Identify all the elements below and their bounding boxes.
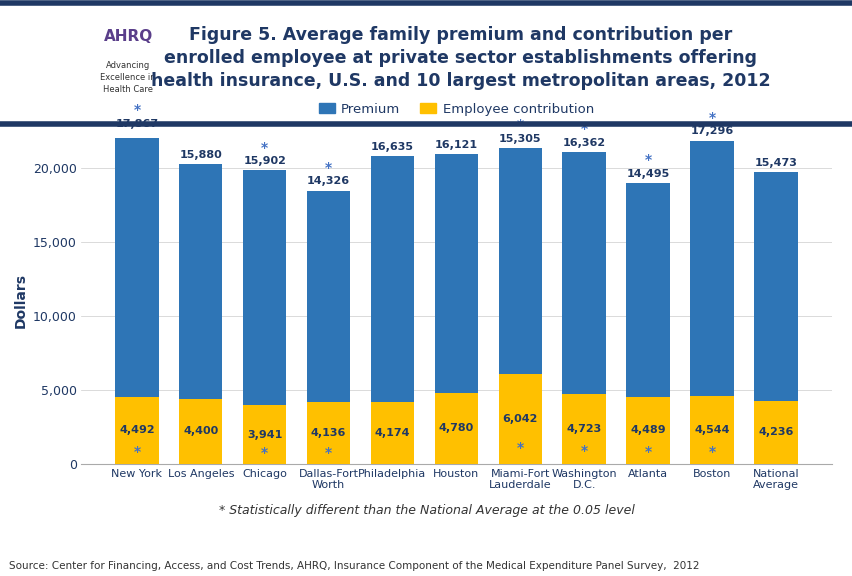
Text: *: * xyxy=(133,445,141,458)
Text: 4,492: 4,492 xyxy=(119,426,154,435)
Text: 14,495: 14,495 xyxy=(625,169,669,179)
Bar xyxy=(243,406,286,464)
Text: 16,121: 16,121 xyxy=(435,141,477,150)
Text: *: * xyxy=(580,444,587,458)
Bar xyxy=(753,401,797,464)
Text: *: * xyxy=(261,141,268,154)
Bar xyxy=(371,402,414,464)
Bar xyxy=(243,170,286,406)
Bar xyxy=(435,154,477,393)
Text: 4,489: 4,489 xyxy=(630,426,665,435)
Bar xyxy=(561,151,605,394)
Bar xyxy=(179,164,222,399)
Bar xyxy=(498,148,541,374)
Text: Figure 5. Average family premium and contribution per: Figure 5. Average family premium and con… xyxy=(189,26,731,44)
Text: 17,296: 17,296 xyxy=(689,127,733,137)
Bar xyxy=(179,399,222,464)
Text: 4,723: 4,723 xyxy=(566,424,601,434)
Text: AHRQ: AHRQ xyxy=(103,29,153,44)
Text: 15,902: 15,902 xyxy=(243,156,285,166)
Text: *: * xyxy=(644,445,651,458)
Text: 4,136: 4,136 xyxy=(310,428,346,438)
Text: enrolled employee at private sector establishments offering: enrolled employee at private sector esta… xyxy=(164,49,757,67)
Text: 15,880: 15,880 xyxy=(179,150,222,160)
Bar xyxy=(371,156,414,402)
Text: Source: Center for Financing, Access, and Cost Trends, AHRQ, Insurance Component: Source: Center for Financing, Access, an… xyxy=(9,562,698,571)
Bar xyxy=(115,133,158,397)
Text: *: * xyxy=(325,161,331,175)
Bar xyxy=(435,393,477,464)
Text: 16,635: 16,635 xyxy=(371,142,413,151)
Y-axis label: Dollars: Dollars xyxy=(14,274,27,328)
Text: 4,400: 4,400 xyxy=(183,426,218,436)
Text: *: * xyxy=(516,441,523,454)
Bar xyxy=(307,191,350,403)
Bar xyxy=(307,403,350,464)
Text: Advancing
Excellence in
Health Care: Advancing Excellence in Health Care xyxy=(101,61,156,94)
Bar xyxy=(625,183,669,397)
Bar xyxy=(498,374,541,464)
Text: 16,362: 16,362 xyxy=(562,138,605,147)
Legend: Premium, Employee contribution: Premium, Employee contribution xyxy=(319,103,593,116)
Text: *: * xyxy=(516,118,523,132)
Text: 3,941: 3,941 xyxy=(247,430,282,439)
Text: *: * xyxy=(133,104,141,118)
Text: 4,780: 4,780 xyxy=(438,423,474,433)
Bar xyxy=(689,141,733,396)
FancyBboxPatch shape xyxy=(70,12,186,115)
Text: *: * xyxy=(580,122,587,137)
Bar xyxy=(115,397,158,464)
Text: *: * xyxy=(644,153,651,167)
Text: 17,867: 17,867 xyxy=(115,119,158,129)
Text: 15,473: 15,473 xyxy=(753,158,797,168)
Text: health insurance, U.S. and 10 largest metropolitan areas, 2012: health insurance, U.S. and 10 largest me… xyxy=(151,72,769,90)
Text: * Statistically different than the National Average at the 0.05 level: * Statistically different than the Natio… xyxy=(218,504,634,517)
Bar xyxy=(561,394,605,464)
Bar xyxy=(625,397,669,464)
Text: 4,174: 4,174 xyxy=(374,428,410,438)
Text: *: * xyxy=(261,446,268,460)
Text: *: * xyxy=(707,111,715,125)
Text: 14,326: 14,326 xyxy=(307,176,349,187)
Bar xyxy=(689,396,733,464)
Text: *: * xyxy=(707,445,715,458)
Text: 4,236: 4,236 xyxy=(757,427,792,437)
Text: 15,305: 15,305 xyxy=(498,134,541,144)
Bar xyxy=(753,172,797,401)
Text: *: * xyxy=(325,446,331,460)
Text: 6,042: 6,042 xyxy=(502,414,538,424)
Text: 4,544: 4,544 xyxy=(694,425,728,435)
